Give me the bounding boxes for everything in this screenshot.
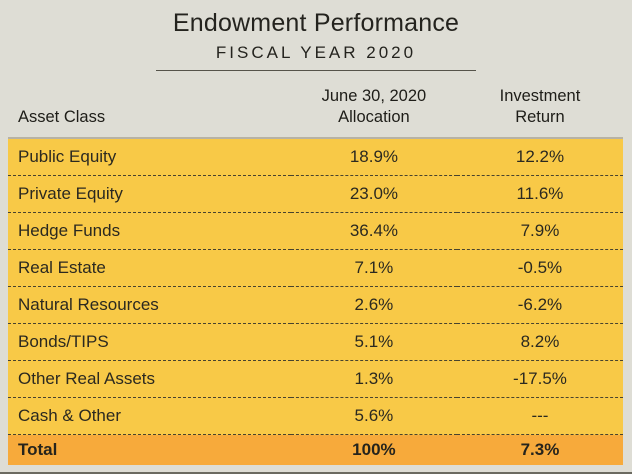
table-row: Hedge Funds 36.4% 7.9% <box>8 212 623 250</box>
table-row: Bonds/TIPS 5.1% 8.2% <box>8 323 623 361</box>
table-row: Natural Resources 2.6% -6.2% <box>8 286 623 324</box>
cell-asset: Real Estate <box>8 249 291 287</box>
cell-asset: Hedge Funds <box>8 212 291 250</box>
total-row: Total 100% 7.3% <box>8 434 623 465</box>
column-header-return: Investment Return <box>457 71 623 138</box>
cell-allocation: 2.6% <box>290 286 457 324</box>
total-allocation-value: 100% <box>290 434 457 465</box>
table-row: Cash & Other 5.6% --- <box>8 397 623 435</box>
total-label: Total <box>8 434 291 465</box>
return-header-line2: Return <box>515 108 565 126</box>
cell-asset: Public Equity <box>8 137 291 176</box>
cell-asset: Other Real Assets <box>8 360 291 398</box>
table-row: Real Estate 7.1% -0.5% <box>8 249 623 287</box>
endowment-performance-table: Asset Class June 30, 2020 Allocation Inv… <box>8 71 623 465</box>
page-title: Endowment Performance <box>172 9 460 37</box>
subtitle-underline <box>156 70 476 71</box>
cell-return: -17.5% <box>456 360 623 398</box>
bottom-border <box>0 472 632 474</box>
cell-allocation: 18.9% <box>290 137 457 176</box>
cell-allocation: 36.4% <box>290 212 457 250</box>
page-subtitle: FISCAL YEAR 2020 <box>215 43 417 62</box>
table-row: Other Real Assets 1.3% -17.5% <box>8 360 623 398</box>
cell-asset: Bonds/TIPS <box>8 323 291 361</box>
table-row: Private Equity 23.0% 11.6% <box>8 175 623 213</box>
cell-asset: Private Equity <box>8 175 291 213</box>
table-body: Public Equity 18.9% 12.2% Private Equity 23.… <box>8 137 623 435</box>
column-header-row: Asset Class June 30, 2020 Allocation Inv… <box>8 71 623 138</box>
total-return-value: 7.3% <box>456 434 623 465</box>
cell-allocation: 7.1% <box>290 249 457 287</box>
cell-allocation: 1.3% <box>290 360 457 398</box>
return-header-line1: Investment <box>499 87 581 105</box>
cell-return: -6.2% <box>456 286 623 324</box>
cell-return: 11.6% <box>456 175 623 213</box>
allocation-header-line1: June 30, 2020 <box>321 87 427 105</box>
cell-asset: Natural Resources <box>8 286 291 324</box>
cell-return: 7.9% <box>456 212 623 250</box>
cell-allocation: 5.6% <box>290 397 457 435</box>
cell-return: --- <box>456 397 623 435</box>
column-header-allocation: June 30, 2020 Allocation <box>291 71 457 138</box>
cell-allocation: 23.0% <box>290 175 457 213</box>
cell-return: 8.2% <box>456 323 623 361</box>
column-header-asset-class: Asset Class <box>18 108 106 126</box>
cell-asset: Cash & Other <box>8 397 291 435</box>
cell-allocation: 5.1% <box>290 323 457 361</box>
cell-return: -0.5% <box>456 249 623 287</box>
table-row: Public Equity 18.9% 12.2% <box>8 137 623 176</box>
cell-return: 12.2% <box>456 137 623 176</box>
allocation-header-line2: Allocation <box>338 108 410 126</box>
